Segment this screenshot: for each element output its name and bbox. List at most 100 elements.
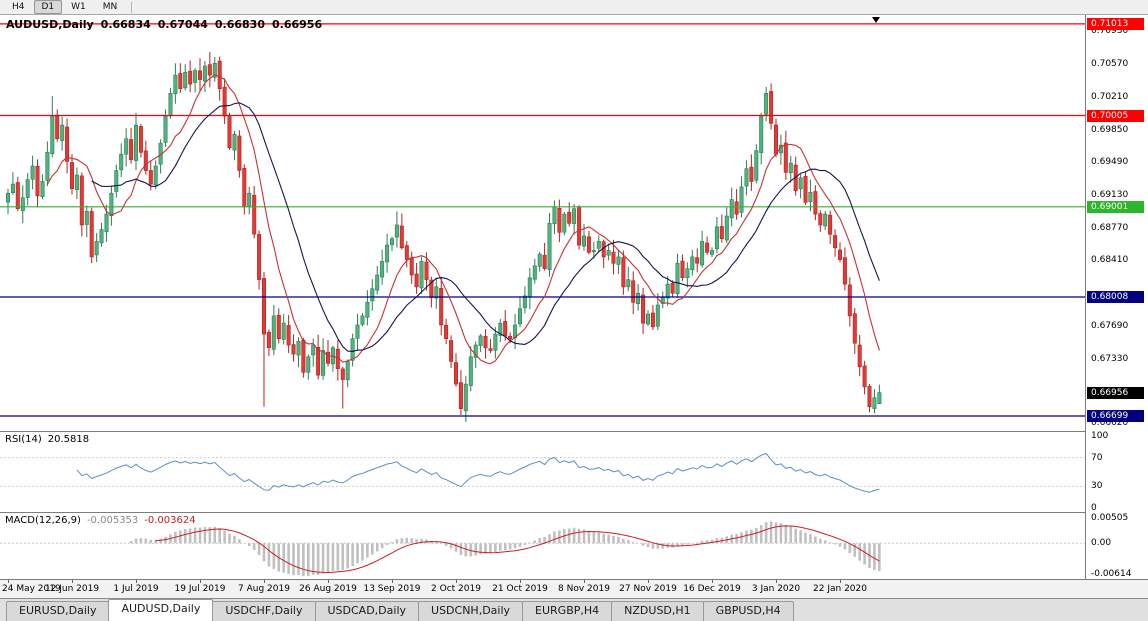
rsi-axis-label: 30 xyxy=(1091,481,1103,491)
ohlc-close: 0.66956 xyxy=(272,18,323,31)
time-axis-tick xyxy=(8,580,9,583)
rsi-axis-label: 70 xyxy=(1091,453,1103,463)
chart-area: AUDUSD,Daily 0.66834 0.67044 0.66830 0.66956… xyxy=(0,15,1148,598)
time-axis-tick xyxy=(520,580,521,583)
macd-axis-label: 0.00 xyxy=(1091,538,1112,548)
candles-series xyxy=(6,52,882,422)
price-level-badge: 0.66699 xyxy=(1087,410,1144,422)
moving-average-line xyxy=(91,102,880,352)
macd-axis-label: -0.00614 xyxy=(1091,569,1132,579)
timeframe-button-h4[interactable]: H4 xyxy=(12,2,25,12)
moving-average-line xyxy=(46,74,880,365)
macd-panel[interactable]: MACD(12,26,9) -0.005353 -0.003624 xyxy=(0,513,1085,579)
chart-tab-nzdusd[interactable]: NZDUSD,H1 xyxy=(611,601,704,621)
date-axis-label: 7 Aug 2019 xyxy=(238,584,290,594)
time-axis-tick xyxy=(456,580,457,583)
date-axis-label: 16 Dec 2019 xyxy=(683,584,741,594)
chart-tab-usdcnh[interactable]: USDCNH,Daily xyxy=(418,601,524,621)
timeframe-button-mn[interactable]: MN xyxy=(102,2,118,12)
ohlc-low: 0.66830 xyxy=(214,18,265,31)
ohlc-open: 0.66834 xyxy=(100,18,151,31)
timeframe-button-w1[interactable]: W1 xyxy=(71,2,86,12)
date-axis-label: 27 Nov 2019 xyxy=(619,584,677,594)
date-axis-label: 22 Jan 2020 xyxy=(813,584,867,594)
date-axis-label: 2 Oct 2019 xyxy=(431,584,481,594)
price-axis-label: 0.67330 xyxy=(1091,354,1129,364)
candlestick-chart[interactable] xyxy=(0,15,1085,431)
price-axis-label: 0.70930 xyxy=(1091,26,1129,36)
time-axis-tick xyxy=(840,580,841,583)
time-axis-tick xyxy=(712,580,713,583)
price-axis-label: 0.69130 xyxy=(1091,190,1129,200)
panel-separator xyxy=(0,431,1148,432)
macd-histogram xyxy=(129,521,881,577)
date-axis-label: 26 Aug 2019 xyxy=(299,584,357,594)
macd-chart[interactable] xyxy=(0,513,1085,579)
date-axis-label: 3 Jan 2020 xyxy=(751,584,801,594)
chart-tab-audusd[interactable]: AUDUSD,Daily xyxy=(108,599,214,621)
price-axis-label: 0.66620 xyxy=(1091,418,1129,428)
toolbar-separator xyxy=(131,1,133,13)
chart-tab-usdchf[interactable]: USDCHF,Daily xyxy=(212,601,316,621)
chart-shift-marker[interactable] xyxy=(872,17,880,23)
price-axis-label: 0.68770 xyxy=(1091,223,1129,233)
date-axis-label: 21 Oct 2019 xyxy=(492,584,548,594)
chart-title: AUDUSD,Daily 0.66834 0.67044 0.66830 0.66956 xyxy=(6,18,329,31)
time-axis-tick xyxy=(648,580,649,583)
price-level-badge: 0.69001 xyxy=(1087,201,1144,213)
rsi-panel[interactable]: RSI(14) 20.5818 xyxy=(0,432,1085,512)
price-axis-label: 0.70210 xyxy=(1091,92,1129,102)
macd-axis-label: 0.00505 xyxy=(1091,513,1129,523)
time-axis-tick xyxy=(328,580,329,583)
rsi-label-group: RSI(14) 20.5818 xyxy=(5,434,95,445)
ohlc-high: 0.67044 xyxy=(157,18,208,31)
price-axis[interactable]: 0.70930 0.70570 0.70210 0.69850 0.69490 0.691… xyxy=(1085,15,1148,579)
price-axis-label: 0.67690 xyxy=(1091,321,1129,331)
price-axis-label: 0.70570 xyxy=(1091,59,1129,69)
time-axis-tick xyxy=(776,580,777,583)
current-price-badge: 0.66956 xyxy=(1087,387,1144,399)
macd-label: MACD(12,26,9) xyxy=(5,515,81,526)
price-axis-label: 0.69490 xyxy=(1091,157,1129,167)
chart-tabs-bar: EURUSD,Daily AUDUSD,Daily USDCHF,Daily USDC… xyxy=(0,598,1148,621)
price-level-badge: 0.68008 xyxy=(1087,291,1144,303)
price-axis-label: 0.68410 xyxy=(1091,255,1129,265)
chart-tab-eurusd[interactable]: EURUSD,Daily xyxy=(6,601,110,621)
panel-separator xyxy=(0,512,1148,513)
date-axis-label: 1 Jul 2019 xyxy=(113,584,159,594)
rsi-value: 20.5818 xyxy=(47,434,90,445)
chart-tab-eurgbp[interactable]: EURGBP,H4 xyxy=(522,601,613,621)
price-level-badge: 0.70005 xyxy=(1087,110,1144,122)
time-axis[interactable]: 24 May 2019 12 Jun 2019 1 Jul 2019 19 Jul 2… xyxy=(0,580,1148,598)
timeframe-toolbar: H4 D1 W1 MN xyxy=(0,0,1148,15)
chart-tab-usdcad[interactable]: USDCAD,Daily xyxy=(314,601,420,621)
rsi-axis-label: 100 xyxy=(1091,431,1109,441)
timeframe-button-d1[interactable]: D1 xyxy=(33,0,63,14)
price-axis-label: 0.69850 xyxy=(1091,125,1129,135)
rsi-line xyxy=(76,452,880,493)
time-axis-tick xyxy=(584,580,585,583)
date-axis-label: 13 Sep 2019 xyxy=(363,584,421,594)
date-axis-label: 19 Jul 2019 xyxy=(174,584,226,594)
date-axis-label: 8 Nov 2019 xyxy=(558,584,610,594)
time-axis-tick xyxy=(392,580,393,583)
timeframe-buttons: H4 D1 W1 MN xyxy=(4,0,126,14)
rsi-label: RSI(14) xyxy=(5,434,42,445)
rsi-axis-label: 0 xyxy=(1091,503,1097,513)
rsi-chart[interactable] xyxy=(0,432,1085,512)
date-axis-label: 12 Jun 2019 xyxy=(44,584,100,594)
macd-signal-line xyxy=(155,525,880,574)
panel-separator xyxy=(0,579,1148,580)
macd-label-group: MACD(12,26,9) -0.005353 -0.003624 xyxy=(5,515,202,526)
time-axis-tick xyxy=(136,580,137,583)
time-axis-tick xyxy=(200,580,201,583)
price-level-lines xyxy=(0,23,1085,417)
macd-main-value: -0.005353 xyxy=(86,515,139,526)
main-chart-panel[interactable]: AUDUSD,Daily 0.66834 0.67044 0.66830 0.66956 xyxy=(0,15,1085,431)
time-axis-tick xyxy=(264,580,265,583)
chart-tab-gbpusd[interactable]: GBPUSD,H4 xyxy=(702,601,794,621)
date-axis-label: 24 May 2019 xyxy=(2,584,61,594)
time-axis-tick xyxy=(72,580,73,583)
chart-symbol-label: AUDUSD,Daily xyxy=(6,18,94,31)
